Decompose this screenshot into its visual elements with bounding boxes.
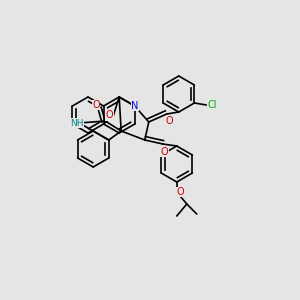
Text: O: O (177, 187, 184, 197)
Text: O: O (166, 116, 174, 126)
Text: N: N (131, 101, 139, 111)
Text: O: O (92, 100, 100, 110)
Text: O: O (106, 110, 113, 121)
Text: O: O (161, 147, 169, 157)
Text: Cl: Cl (208, 100, 217, 110)
Text: NH: NH (70, 118, 84, 127)
